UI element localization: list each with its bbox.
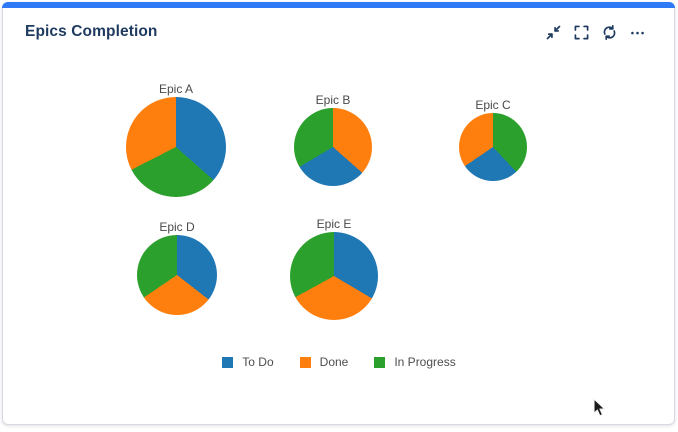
ellipsis-icon <box>630 25 645 40</box>
pie-title-epic-e: Epic E <box>316 217 352 231</box>
widget-header: Epics Completion <box>3 8 674 41</box>
mouse-cursor <box>593 398 606 417</box>
epics-completion-widget: Epics Completion <box>2 2 675 425</box>
legend-label-to-do: To Do <box>242 355 274 369</box>
pie-title-epic-d: Epic D <box>159 220 195 234</box>
legend-label-in-progress: In Progress <box>394 355 456 369</box>
legend-swatch-done <box>299 356 311 368</box>
legend-label-done: Done <box>319 355 349 369</box>
widget-toolbar <box>545 24 646 41</box>
collapse-icon <box>546 25 561 40</box>
pie-epic-c[interactable] <box>459 113 527 181</box>
pie-epic-b[interactable] <box>294 108 372 186</box>
collapse-button[interactable] <box>545 24 562 41</box>
refresh-button[interactable] <box>601 24 618 41</box>
fullscreen-icon <box>574 25 589 40</box>
refresh-icon <box>602 24 617 40</box>
legend-swatch-to-do <box>222 356 234 368</box>
fullscreen-button[interactable] <box>573 24 590 41</box>
legend-swatch-in-progress <box>374 356 386 368</box>
widget-title: Epics Completion <box>25 23 158 40</box>
pie-title-epic-b: Epic B <box>315 93 351 107</box>
legend-item-in-progress[interactable]: In Progress <box>374 355 456 369</box>
pie-title-epic-c: Epic C <box>475 98 511 112</box>
pie-epic-e[interactable] <box>290 232 378 320</box>
pie-epic-d[interactable] <box>137 235 217 315</box>
legend-item-to-do[interactable]: To Do <box>222 355 274 369</box>
pie-title-epic-a: Epic A <box>158 82 194 96</box>
legend-item-done[interactable]: Done <box>299 355 349 369</box>
accent-bar <box>2 2 675 8</box>
pie-epic-a[interactable] <box>126 97 226 197</box>
legend: To Do Done In Progress <box>0 355 678 369</box>
more-options-button[interactable] <box>629 24 646 41</box>
